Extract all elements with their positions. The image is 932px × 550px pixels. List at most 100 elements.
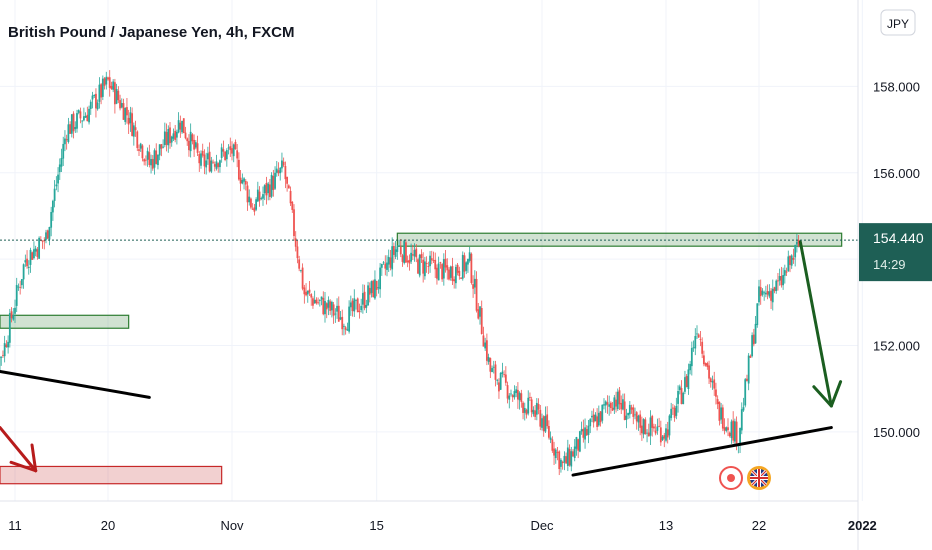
candle-body	[175, 131, 178, 138]
candle-body	[560, 459, 562, 467]
candle-body	[112, 81, 115, 90]
candle-body	[653, 426, 655, 429]
candle-body	[241, 179, 244, 184]
candle-body	[646, 432, 648, 434]
time-tick-label: 2022	[848, 518, 877, 533]
candle-body	[14, 307, 16, 314]
candle-body	[678, 386, 681, 390]
candle-body	[200, 153, 202, 166]
candle-body	[603, 404, 605, 406]
uk-flag-event-icon[interactable]	[747, 466, 771, 490]
candle-body	[337, 305, 340, 322]
candle-body	[671, 407, 674, 409]
candle-body	[134, 127, 137, 131]
candle-body	[282, 161, 285, 166]
trend-line[interactable]	[571, 426, 833, 477]
candle-body	[7, 341, 10, 348]
trend-line[interactable]	[0, 369, 151, 399]
candle-body	[415, 248, 418, 258]
candle-body	[308, 289, 311, 293]
candle-body	[513, 391, 516, 398]
candle-body	[277, 170, 280, 174]
candle-body	[358, 310, 361, 313]
candle-body	[391, 246, 394, 270]
candle-body	[479, 306, 481, 317]
candle-body	[787, 256, 790, 272]
candle-body	[720, 407, 723, 420]
candle-body	[436, 267, 438, 279]
candle-body	[659, 427, 662, 443]
red-arrow[interactable]	[0, 426, 38, 473]
candle-body	[794, 244, 797, 258]
candle-body	[706, 363, 709, 368]
candle-body	[296, 246, 299, 259]
candle-body	[322, 297, 325, 315]
candle-body	[301, 267, 304, 289]
candle-body	[239, 177, 242, 184]
candle-body	[193, 139, 196, 150]
candle-body	[119, 100, 121, 109]
candle-body	[162, 146, 165, 148]
candle-body	[20, 279, 23, 286]
candle-body	[456, 264, 459, 273]
candle-body	[181, 120, 183, 133]
candle-body	[761, 290, 764, 295]
candle-body	[491, 368, 493, 373]
candle-body	[487, 356, 490, 362]
candle-body	[96, 102, 99, 110]
price-tick-label: 150.000	[873, 425, 920, 440]
candle-body	[165, 132, 168, 145]
candle-body	[386, 262, 388, 270]
candle-body	[330, 301, 333, 311]
candle-body	[689, 363, 692, 371]
candle-body	[434, 259, 437, 270]
candle-body	[764, 292, 767, 295]
time-axis[interactable]: 11 20 Nov 15 Dec 13 22 2022	[8, 518, 877, 533]
candle-body	[623, 401, 626, 421]
currency-unit-button[interactable]: JPY	[880, 9, 916, 36]
candle-body	[635, 412, 638, 422]
candle-body	[34, 248, 37, 252]
candle-body	[232, 144, 235, 157]
candle-body	[749, 356, 752, 358]
green-zone[interactable]	[0, 314, 130, 329]
candle-body	[506, 385, 509, 399]
green-zone[interactable]	[396, 232, 843, 247]
candle-body	[708, 365, 710, 379]
candle-body	[601, 404, 604, 421]
red-zone[interactable]	[0, 465, 223, 485]
candle-body	[65, 139, 68, 141]
candle-body	[725, 427, 728, 431]
time-tick-label: Nov	[220, 518, 244, 533]
candle-body	[467, 259, 469, 265]
candle-body	[77, 110, 80, 113]
event-markers[interactable]	[719, 466, 771, 490]
candle-body	[785, 271, 788, 273]
red-dot-event-icon[interactable]	[719, 466, 743, 490]
candle-body	[100, 84, 103, 98]
candle-body	[522, 402, 524, 413]
candle-body	[584, 427, 586, 440]
candle-body	[363, 291, 366, 309]
candle-body	[36, 249, 39, 257]
candle-body	[489, 358, 492, 372]
candle-body	[585, 428, 588, 436]
green-arrow[interactable]	[798, 240, 843, 408]
candle-body	[534, 410, 537, 417]
candle-body	[93, 95, 96, 97]
candle-body	[461, 254, 464, 279]
candle-body	[341, 316, 344, 330]
candle-body	[670, 408, 673, 418]
candle-body	[91, 95, 94, 100]
candle-body	[661, 436, 664, 441]
candle-body	[384, 263, 387, 269]
candle-body	[372, 280, 375, 298]
candle-body	[398, 245, 400, 247]
candle-body	[370, 281, 373, 294]
candle-body	[219, 160, 221, 168]
candle-body	[332, 304, 335, 316]
candle-body	[727, 427, 729, 431]
candle-body	[565, 456, 568, 464]
candle-body	[365, 304, 368, 308]
